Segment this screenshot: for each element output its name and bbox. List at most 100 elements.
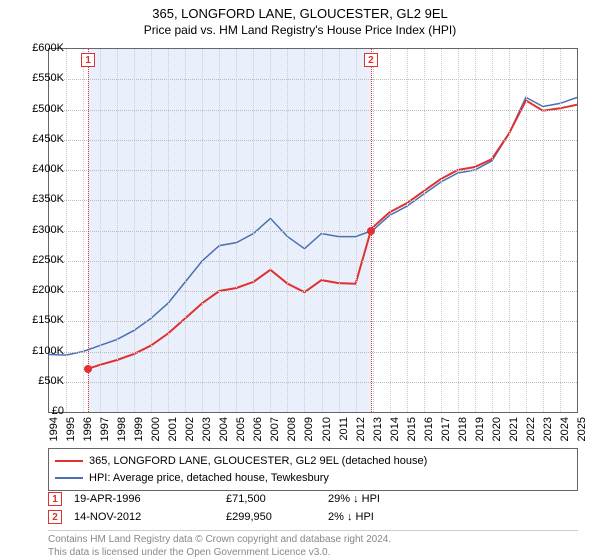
legend-item-1: HPI: Average price, detached house, Tewk… xyxy=(55,470,571,487)
x-axis-label: 2018 xyxy=(457,417,469,457)
x-axis-label: 2020 xyxy=(491,417,503,457)
title-block: 365, LONGFORD LANE, GLOUCESTER, GL2 9EL … xyxy=(0,0,600,38)
event-line xyxy=(88,49,89,412)
gridline-h xyxy=(49,382,577,383)
gridline-v xyxy=(253,49,254,412)
gridline-v xyxy=(202,49,203,412)
event-price-1: £71,500 xyxy=(226,493,316,505)
x-axis-label: 1995 xyxy=(65,417,77,457)
gridline-v xyxy=(168,49,169,412)
x-axis-label: 2021 xyxy=(508,417,520,457)
x-axis-label: 2016 xyxy=(423,417,435,457)
gridline-v xyxy=(219,49,220,412)
gridline-v xyxy=(304,49,305,412)
x-axis-label: 2014 xyxy=(389,417,401,457)
gridline-h xyxy=(49,79,577,80)
legend-swatch-0 xyxy=(55,460,83,462)
gridline-v xyxy=(134,49,135,412)
gridline-v xyxy=(356,49,357,412)
gridline-v xyxy=(424,49,425,412)
y-axis-label: £400K xyxy=(32,163,64,175)
gridline-v xyxy=(100,49,101,412)
gridline-h xyxy=(49,291,577,292)
gridline-v xyxy=(236,49,237,412)
footer-line-1: Contains HM Land Registry data © Crown c… xyxy=(48,534,578,547)
gridline-v xyxy=(66,49,67,412)
event-pct-2: 2% ↓ HPI xyxy=(328,511,438,523)
gridline-v xyxy=(185,49,186,412)
y-axis-label: £550K xyxy=(32,72,64,84)
event-badge-2: 2 xyxy=(48,510,62,524)
gridline-v xyxy=(509,49,510,412)
x-axis-label: 2022 xyxy=(525,417,537,457)
x-axis-label: 2015 xyxy=(406,417,418,457)
gridline-v xyxy=(151,49,152,412)
x-axis-label: 1998 xyxy=(116,417,128,457)
gridline-v xyxy=(492,49,493,412)
chart-container: 365, LONGFORD LANE, GLOUCESTER, GL2 9EL … xyxy=(0,0,600,560)
event-row-2: 2 14-NOV-2012 £299,950 2% ↓ HPI xyxy=(48,508,578,526)
x-axis-label: 2000 xyxy=(150,417,162,457)
x-axis-label: 2012 xyxy=(355,417,367,457)
x-axis-label: 2019 xyxy=(474,417,486,457)
title-sub: Price paid vs. HM Land Registry's House … xyxy=(0,23,600,39)
y-axis-label: £600K xyxy=(32,42,64,54)
title-main: 365, LONGFORD LANE, GLOUCESTER, GL2 9EL xyxy=(0,6,600,23)
x-axis-label: 2002 xyxy=(184,417,196,457)
gridline-h xyxy=(49,231,577,232)
gridline-v xyxy=(117,49,118,412)
legend-label-1: HPI: Average price, detached house, Tewk… xyxy=(89,470,329,487)
gridline-h xyxy=(49,321,577,322)
event-badge: 2 xyxy=(364,53,378,67)
x-axis-label: 1997 xyxy=(99,417,111,457)
gridline-h xyxy=(49,261,577,262)
x-axis-label: 2023 xyxy=(542,417,554,457)
y-axis-label: £200K xyxy=(32,284,64,296)
footer-line-2: This data is licensed under the Open Gov… xyxy=(48,547,578,560)
sale-marker xyxy=(84,365,92,373)
x-axis-label: 2010 xyxy=(321,417,333,457)
event-date-1: 19-APR-1996 xyxy=(74,493,214,505)
x-axis-label: 1999 xyxy=(133,417,145,457)
y-axis-label: £250K xyxy=(32,254,64,266)
gridline-h xyxy=(49,110,577,111)
gridline-v xyxy=(83,49,84,412)
gridline-h xyxy=(49,352,577,353)
gridline-v xyxy=(339,49,340,412)
x-axis-label: 2008 xyxy=(286,417,298,457)
event-badge: 1 xyxy=(81,53,95,67)
footer-attribution: Contains HM Land Registry data © Crown c… xyxy=(48,530,578,559)
gridline-v xyxy=(475,49,476,412)
x-axis-label: 2011 xyxy=(338,417,350,457)
series-line xyxy=(49,97,577,355)
gridline-h xyxy=(49,200,577,201)
x-axis-label: 2024 xyxy=(559,417,571,457)
gridline-v xyxy=(543,49,544,412)
x-axis-label: 2009 xyxy=(303,417,315,457)
gridline-v xyxy=(441,49,442,412)
x-axis-label: 2025 xyxy=(576,417,588,457)
y-axis-label: £0 xyxy=(52,405,64,417)
gridline-v xyxy=(526,49,527,412)
y-axis-label: £150K xyxy=(32,314,64,326)
event-price-2: £299,950 xyxy=(226,511,316,523)
y-axis-label: £350K xyxy=(32,193,64,205)
x-axis-label: 2004 xyxy=(218,417,230,457)
x-axis-label: 2003 xyxy=(201,417,213,457)
chart-plot-area: 12 xyxy=(48,48,578,413)
event-badge-1: 1 xyxy=(48,492,62,506)
y-axis-label: £300K xyxy=(32,224,64,236)
gridline-v xyxy=(407,49,408,412)
event-date-2: 14-NOV-2012 xyxy=(74,511,214,523)
gridline-v xyxy=(270,49,271,412)
gridline-v xyxy=(322,49,323,412)
legend-swatch-1 xyxy=(55,477,83,479)
events-table: 1 19-APR-1996 £71,500 29% ↓ HPI 2 14-NOV… xyxy=(48,490,578,526)
gridline-h xyxy=(49,170,577,171)
x-axis-label: 2007 xyxy=(269,417,281,457)
gridline-v xyxy=(458,49,459,412)
x-axis-label: 1994 xyxy=(48,417,60,457)
y-axis-label: £100K xyxy=(32,345,64,357)
event-pct-1: 29% ↓ HPI xyxy=(328,493,438,505)
x-axis-label: 2005 xyxy=(235,417,247,457)
